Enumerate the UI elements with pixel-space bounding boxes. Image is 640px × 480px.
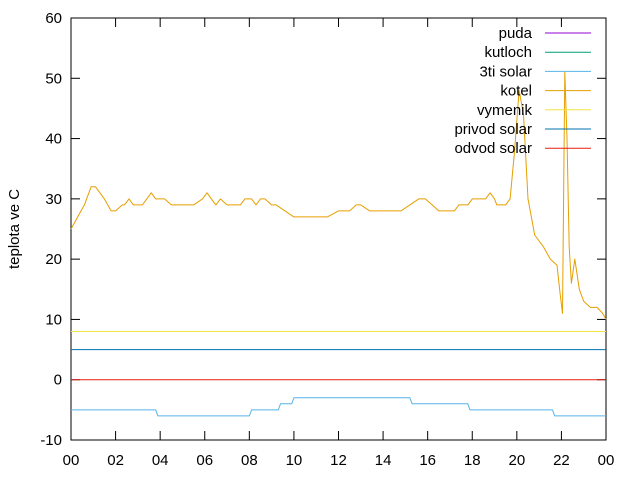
legend-label-vymenik: vymenik bbox=[477, 102, 533, 119]
series-line-kotel bbox=[70, 71, 607, 320]
y-tick-label: 10 bbox=[45, 311, 62, 328]
plot-frame bbox=[70, 17, 607, 441]
y-tick-labels: -10 0 10 20 30 40 50 60 bbox=[40, 10, 62, 449]
x-tick-label: 10 bbox=[286, 452, 303, 469]
x-tick-label: 06 bbox=[196, 452, 213, 469]
legend-label-kotel: kotel bbox=[500, 83, 532, 100]
x-tick-label: 04 bbox=[152, 452, 169, 469]
x-tick-label: 00 bbox=[598, 452, 615, 469]
y-tick-label: 20 bbox=[45, 251, 62, 268]
x-tick-labels: 00 02 04 06 08 10 12 14 16 18 20 22 00 bbox=[63, 452, 615, 469]
y-tick-label: 0 bbox=[54, 372, 62, 389]
x-tick-label: 14 bbox=[375, 452, 392, 469]
legend-label-odvod-solar: odvod solar bbox=[454, 140, 532, 157]
y-tick-label: -10 bbox=[40, 432, 62, 449]
x-tick-label: 02 bbox=[107, 452, 124, 469]
x-tick-label: 22 bbox=[553, 452, 570, 469]
series-line-3ti-solar bbox=[71, 397, 606, 417]
x-tick-label: 20 bbox=[508, 452, 525, 469]
x-tick-label: 08 bbox=[241, 452, 258, 469]
legend: puda kutloch 3ti solar kotel vymenik privod s… bbox=[454, 25, 591, 157]
series-lines bbox=[70, 71, 607, 417]
legend-label-privod-solar: privod solar bbox=[454, 121, 532, 138]
y-tick-label: 40 bbox=[45, 131, 62, 148]
y-tick-label: 50 bbox=[45, 70, 62, 87]
tick-marks bbox=[70, 17, 607, 441]
y-tick-label: 60 bbox=[45, 10, 62, 27]
legend-label-3ti-solar: 3ti solar bbox=[479, 63, 532, 80]
legend-label-puda: puda bbox=[499, 25, 533, 42]
legend-label-kutloch: kutloch bbox=[484, 44, 532, 61]
x-tick-label: 18 bbox=[464, 452, 481, 469]
x-tick-label: 00 bbox=[63, 452, 80, 469]
x-tick-label: 16 bbox=[419, 452, 436, 469]
y-axis-label: teplota ve C bbox=[6, 189, 23, 269]
y-tick-label: 30 bbox=[45, 191, 62, 208]
x-tick-label: 12 bbox=[330, 452, 347, 469]
